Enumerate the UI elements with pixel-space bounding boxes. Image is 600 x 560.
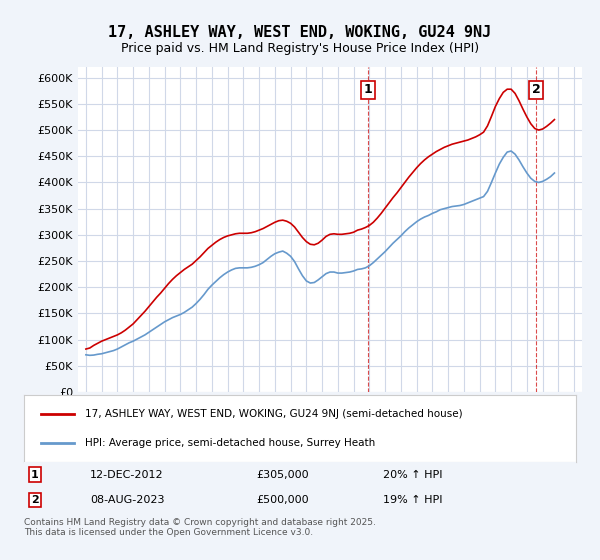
Text: 17, ASHLEY WAY, WEST END, WOKING, GU24 9NJ (semi-detached house): 17, ASHLEY WAY, WEST END, WOKING, GU24 9… (85, 409, 463, 419)
Text: 08-AUG-2023: 08-AUG-2023 (90, 495, 165, 505)
Text: 1: 1 (364, 83, 373, 96)
Text: 2: 2 (532, 83, 541, 96)
Text: £500,000: £500,000 (256, 495, 308, 505)
Text: 1: 1 (31, 470, 39, 479)
Text: HPI: Average price, semi-detached house, Surrey Heath: HPI: Average price, semi-detached house,… (85, 438, 375, 448)
Text: 20% ↑ HPI: 20% ↑ HPI (383, 470, 442, 479)
Text: 12-DEC-2012: 12-DEC-2012 (90, 470, 164, 479)
Text: 17, ASHLEY WAY, WEST END, WOKING, GU24 9NJ: 17, ASHLEY WAY, WEST END, WOKING, GU24 9… (109, 25, 491, 40)
Text: Contains HM Land Registry data © Crown copyright and database right 2025.
This d: Contains HM Land Registry data © Crown c… (24, 518, 376, 538)
Text: 19% ↑ HPI: 19% ↑ HPI (383, 495, 442, 505)
Text: £305,000: £305,000 (256, 470, 308, 479)
Text: 2: 2 (31, 495, 39, 505)
Text: Price paid vs. HM Land Registry's House Price Index (HPI): Price paid vs. HM Land Registry's House … (121, 42, 479, 55)
